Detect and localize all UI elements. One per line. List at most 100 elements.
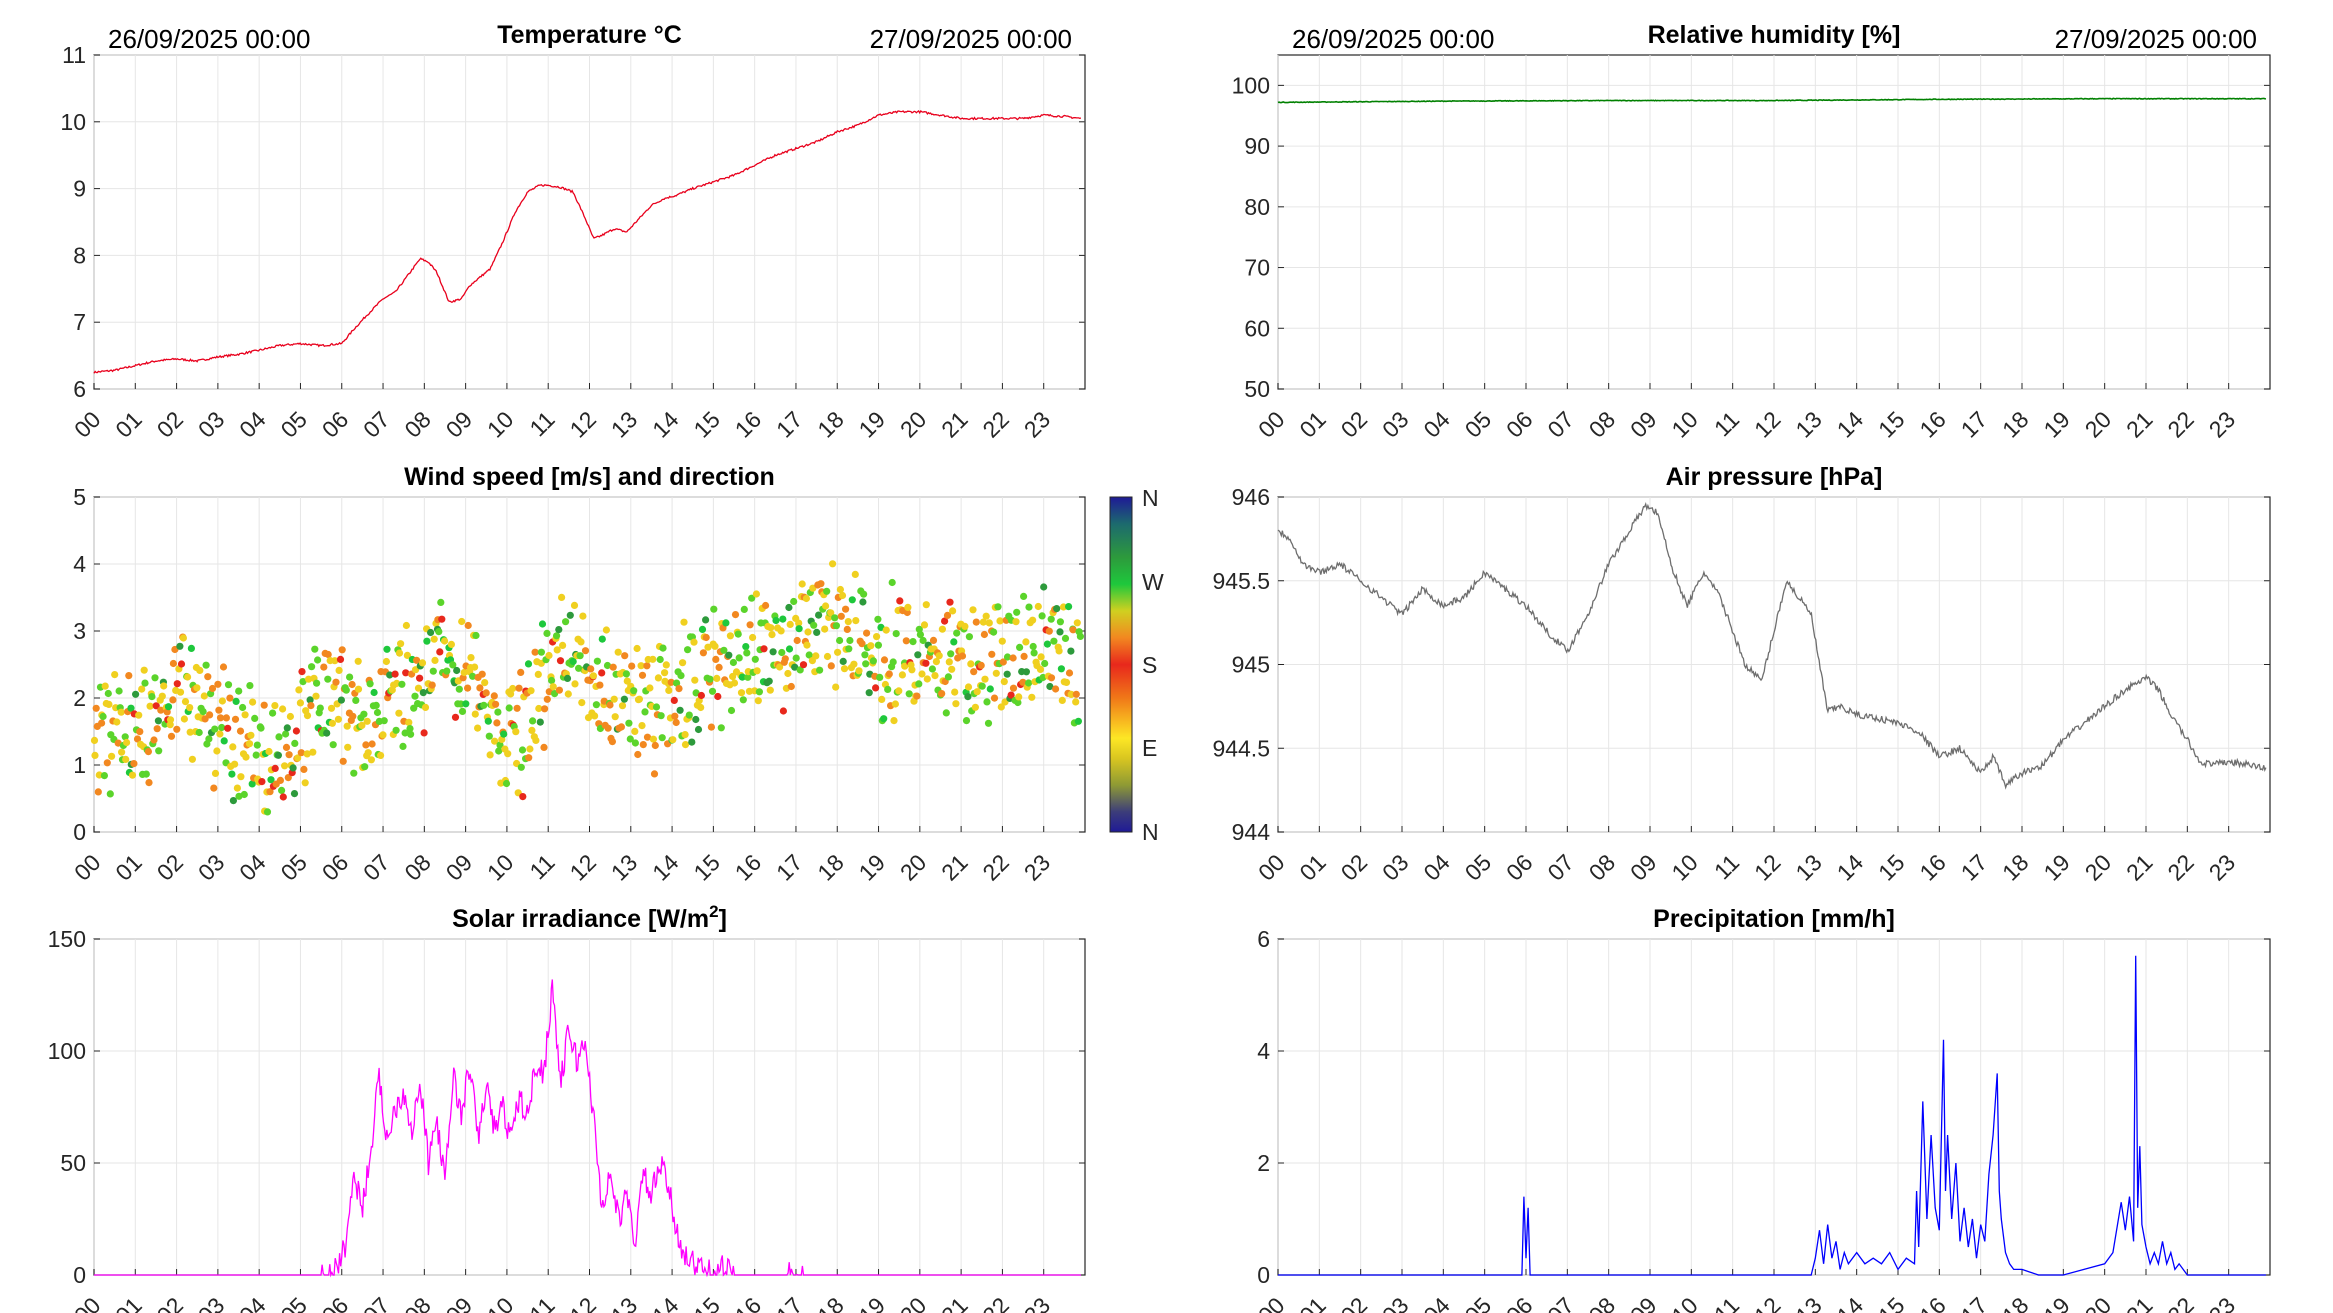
wind-point bbox=[90, 736, 99, 745]
wind-point bbox=[1050, 637, 1058, 645]
wind-point bbox=[115, 687, 123, 695]
wind-point bbox=[94, 788, 102, 796]
wind-point bbox=[239, 703, 247, 712]
wind-point bbox=[827, 662, 835, 670]
wind-point bbox=[961, 622, 969, 631]
wind-point bbox=[1034, 602, 1042, 611]
wind-point bbox=[354, 685, 363, 693]
wind-point bbox=[226, 694, 234, 702]
wind-point bbox=[399, 742, 407, 751]
pressure-xtick-label: 16 bbox=[1914, 849, 1950, 885]
pressure-xtick-label: 18 bbox=[1997, 849, 2033, 885]
wind-point bbox=[363, 717, 371, 725]
wind-point bbox=[500, 730, 508, 738]
wind-point bbox=[620, 695, 629, 703]
wind-point bbox=[765, 677, 773, 685]
wind-point bbox=[150, 736, 158, 744]
wind-point bbox=[531, 648, 539, 656]
wind-point bbox=[524, 660, 533, 668]
wind-point bbox=[754, 697, 762, 705]
colorbar-label-s: S bbox=[1142, 652, 1157, 678]
wind-point bbox=[697, 703, 705, 712]
wind-point bbox=[545, 651, 553, 660]
wind-point bbox=[676, 706, 684, 714]
wind-point bbox=[437, 598, 445, 607]
wind-point bbox=[1003, 670, 1011, 678]
wind-point bbox=[938, 690, 946, 698]
wind-point bbox=[493, 719, 501, 727]
wind-point bbox=[224, 681, 233, 689]
wind-point bbox=[888, 578, 896, 587]
humidity-ytick-label: 50 bbox=[1244, 376, 1270, 402]
solar-xtick-label: 03 bbox=[193, 1292, 229, 1313]
wind-point bbox=[836, 585, 845, 594]
wind-point bbox=[832, 683, 840, 691]
wind-xtick-label: 20 bbox=[895, 849, 931, 885]
wind-point bbox=[200, 692, 208, 700]
wind-point bbox=[380, 717, 388, 725]
wind-point bbox=[845, 645, 853, 653]
pressure-xtick-label: 06 bbox=[1501, 849, 1537, 885]
wind-point bbox=[1047, 674, 1056, 682]
wind-point bbox=[505, 704, 513, 712]
precip-xtick-label: 02 bbox=[1336, 1292, 1372, 1313]
wind-point bbox=[361, 763, 369, 771]
wind-point bbox=[744, 673, 752, 681]
wind-point bbox=[915, 680, 923, 688]
humidity-series-line bbox=[1277, 97, 2267, 104]
wind-point bbox=[803, 641, 811, 649]
wind-point bbox=[694, 725, 703, 734]
wind-point bbox=[354, 657, 362, 665]
wind-point bbox=[373, 708, 382, 717]
wind-point bbox=[1014, 698, 1022, 707]
wind-point bbox=[267, 776, 275, 784]
temperature-xtick-label: 12 bbox=[565, 406, 601, 442]
wind-point bbox=[752, 590, 761, 598]
wind-point bbox=[662, 661, 670, 669]
wind-point bbox=[180, 715, 188, 723]
wind-point bbox=[964, 693, 972, 701]
pressure-xtick-label: 00 bbox=[1253, 849, 1289, 885]
wind-point bbox=[665, 686, 673, 695]
wind-point bbox=[541, 705, 549, 713]
wind-point bbox=[216, 730, 224, 738]
wind-point bbox=[229, 797, 237, 805]
wind-point bbox=[649, 655, 657, 663]
wind-point bbox=[652, 703, 661, 711]
wind-point bbox=[852, 617, 860, 625]
pressure-ytick-label: 945.5 bbox=[1212, 568, 1270, 594]
wind-point bbox=[407, 730, 415, 738]
wind-point bbox=[502, 779, 511, 788]
wind-point bbox=[471, 663, 479, 671]
solar-xtick-label: 05 bbox=[276, 1292, 312, 1313]
wind-point bbox=[301, 779, 309, 787]
wind-point bbox=[311, 645, 319, 653]
wind-point bbox=[658, 734, 666, 742]
wind-point bbox=[707, 723, 716, 731]
wind-point bbox=[517, 763, 525, 771]
wind-point bbox=[799, 661, 808, 669]
wind-point bbox=[154, 717, 162, 725]
wind-point bbox=[859, 598, 867, 606]
wind-point bbox=[998, 637, 1006, 645]
wind-point bbox=[708, 687, 717, 695]
precip-xtick-label: 20 bbox=[2080, 1292, 2116, 1313]
wind-point bbox=[566, 611, 574, 619]
wind-point bbox=[614, 648, 622, 656]
wind-point bbox=[366, 680, 374, 688]
wind-point bbox=[495, 747, 503, 755]
wind-point bbox=[187, 644, 195, 653]
wind-point bbox=[529, 717, 537, 725]
wind-xtick-label: 05 bbox=[276, 849, 312, 885]
wind-point bbox=[249, 698, 257, 706]
precip-series-line bbox=[1278, 955, 2266, 1276]
wind-point bbox=[999, 658, 1007, 666]
wind-point bbox=[984, 719, 993, 727]
pressure-xtick-label: 02 bbox=[1336, 849, 1372, 885]
solar-xtick-label: 15 bbox=[688, 1292, 724, 1313]
wind-point bbox=[469, 672, 477, 680]
humidity-xtick-label: 00 bbox=[1253, 406, 1289, 442]
wind-point bbox=[135, 711, 143, 719]
wind-point bbox=[865, 689, 873, 697]
